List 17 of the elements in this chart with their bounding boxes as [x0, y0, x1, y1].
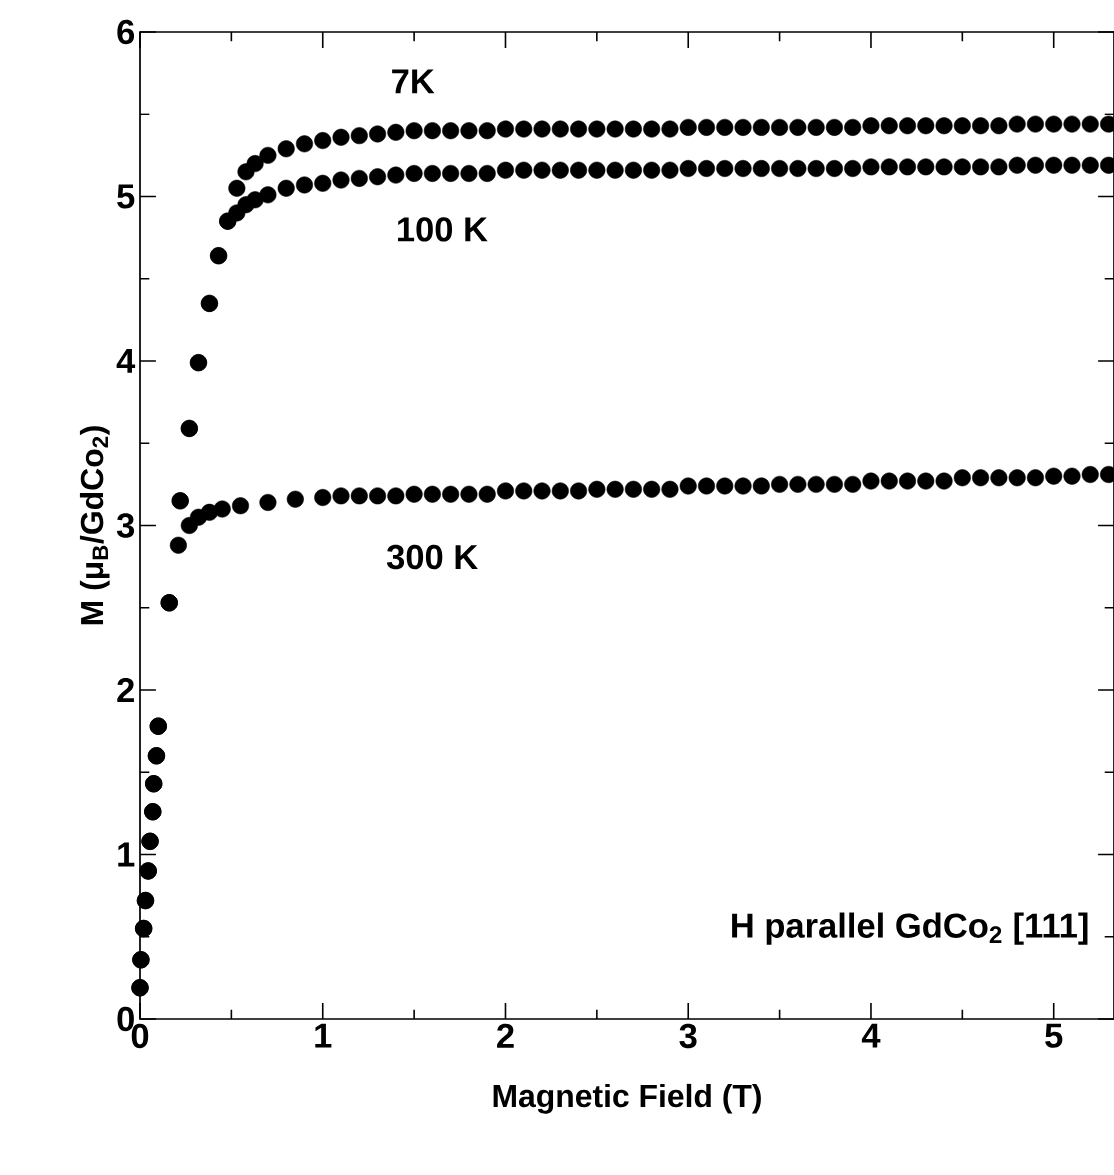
y-tick-label: 6 [117, 19, 135, 45]
x-tick-label: 1 [315, 1023, 332, 1048]
y-tick-label: 4 [116, 349, 136, 373]
x-tick-label: 4 [861, 1023, 881, 1048]
annotation: H parallel GdCo$_{2}$ [111] [732, 912, 1088, 945]
x-tick-label: 3 [679, 1023, 697, 1049]
y-tick-label: 1 [118, 842, 135, 867]
y-tick-label: 3 [116, 513, 135, 538]
y-tick-label: 5 [117, 184, 135, 209]
x-axis-title: Magnetic Field (T) [493, 1083, 761, 1114]
y-axis-title: M (μ$_{B}$/GdCo$_{2}$) [79, 426, 110, 625]
annotation: 300 K [386, 544, 478, 570]
annotation: 100 K [398, 217, 488, 242]
x-tick-label: 5 [1045, 1023, 1063, 1048]
x-tick-label: 2 [497, 1023, 514, 1048]
annotation: 7K [392, 69, 435, 94]
y-tick-label: 2 [117, 677, 134, 703]
